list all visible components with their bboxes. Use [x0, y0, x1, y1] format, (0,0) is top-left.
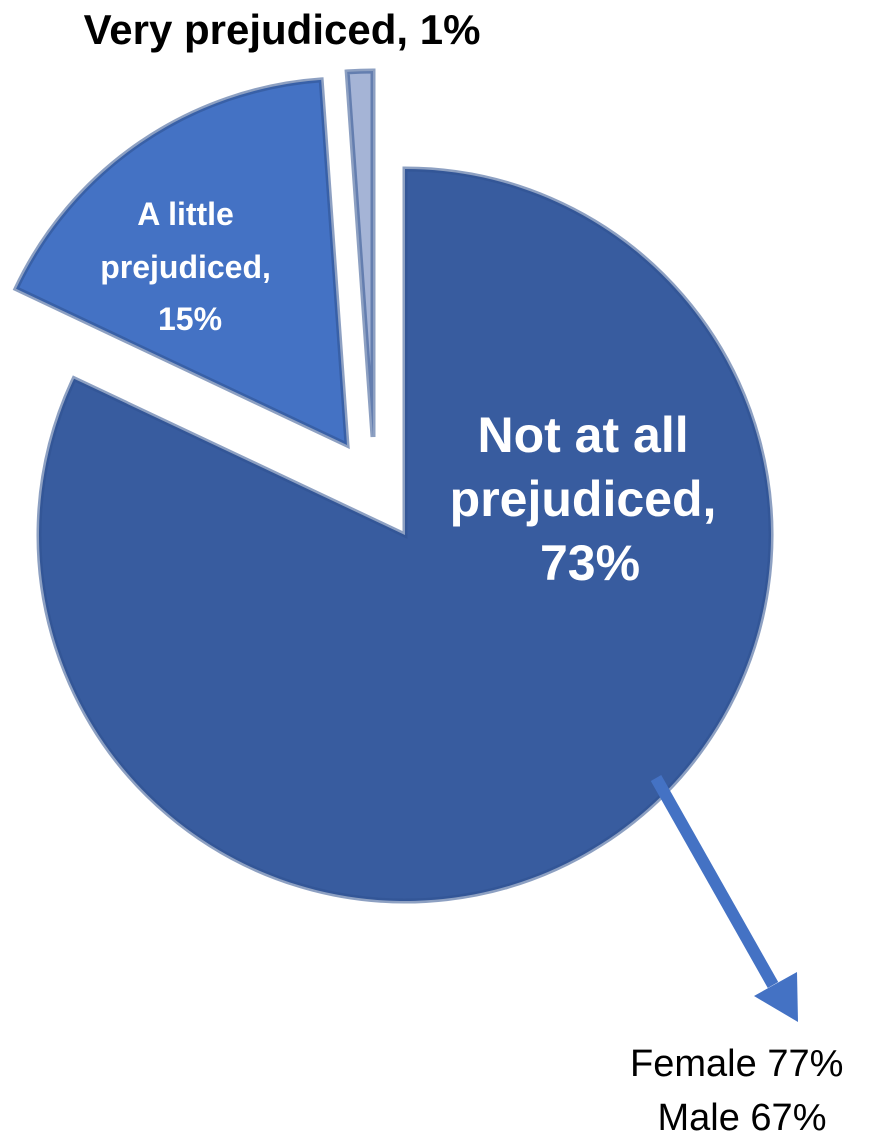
slice-label-very: Very prejudiced, 1%: [84, 6, 481, 53]
annotation-arrow: [656, 778, 798, 1022]
annotation-text: Female 77% Male 67%: [630, 1043, 854, 1139]
slice-very: [347, 71, 373, 437]
